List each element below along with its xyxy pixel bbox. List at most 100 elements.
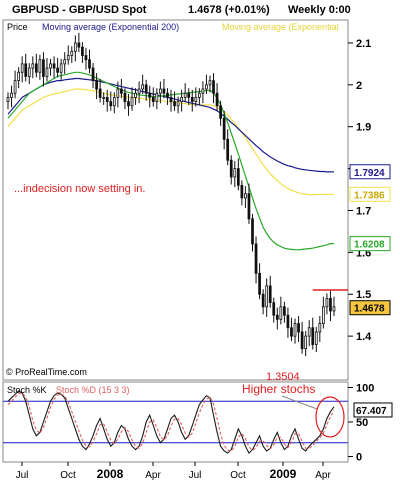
candle-body <box>38 59 42 73</box>
candle-body <box>6 96 10 102</box>
candle-body <box>59 63 63 73</box>
x-tick-label: Jul <box>16 470 29 481</box>
candle-body <box>49 63 52 69</box>
candle-body <box>229 159 233 178</box>
candle-body <box>183 92 187 98</box>
candle-body <box>88 59 91 69</box>
candle-body <box>123 92 127 102</box>
candle-body <box>314 331 318 345</box>
stoch-last-value-box <box>353 402 393 418</box>
candle-body <box>244 193 247 199</box>
candle-body <box>279 306 283 320</box>
ma-legend-2: Moving average (Exponential <box>222 22 339 32</box>
candle-body <box>322 306 325 324</box>
candle-body <box>66 55 70 61</box>
main-candles <box>6 32 336 357</box>
x-tick-label: Jul <box>189 470 202 481</box>
last-value-box <box>349 236 391 252</box>
candle-body <box>169 96 173 102</box>
x-tick-label: 2008 <box>97 467 124 481</box>
candle-body <box>84 55 88 61</box>
candle-body <box>91 67 95 82</box>
candle-body <box>332 306 336 312</box>
candle-body <box>215 92 219 107</box>
candle-body <box>17 71 20 82</box>
candle-body <box>233 168 237 178</box>
candle-body <box>190 96 194 102</box>
candle-body <box>155 92 159 102</box>
candle-body <box>141 84 145 90</box>
x-tick-label: Oct <box>230 470 246 481</box>
candle-body <box>42 59 45 77</box>
stoch-k-line <box>7 390 335 455</box>
x-tick-label: Apr <box>145 470 161 481</box>
ma200-legend: Moving average (Exponential 200) <box>42 22 179 32</box>
candle-body <box>212 80 215 94</box>
candle-body <box>293 323 297 337</box>
candle-body <box>151 96 155 102</box>
y-tick-label: 1.4 <box>356 331 372 343</box>
price-change: 1.4678 (+0.01%) <box>188 4 270 16</box>
price-label: Price <box>7 22 28 32</box>
candle-body <box>31 63 35 69</box>
y-tick-label: 1.9 <box>356 122 371 134</box>
candle-body <box>102 96 106 99</box>
candle-body <box>329 298 332 312</box>
candle-body <box>52 63 56 69</box>
last-value-label: 1.6208 <box>354 240 385 251</box>
indecision-annotation: ...indecision now setting in. <box>14 183 145 195</box>
candle-body <box>144 84 148 94</box>
last-values: 1.7924 1.7386 1.6208 1.4678 <box>349 164 391 316</box>
candle-body <box>187 92 191 98</box>
x-tick-label: 2009 <box>270 467 297 481</box>
candle-body <box>219 105 222 119</box>
candle-body <box>105 96 109 102</box>
stoch-d-legend: Stoch %D (15 3 3) <box>56 385 130 395</box>
y-tick-label: 1.7 <box>356 205 371 217</box>
candle-body <box>34 63 38 73</box>
candle-body <box>176 101 180 107</box>
stoch-d-line <box>7 392 335 452</box>
candle-body <box>290 327 293 337</box>
candle-body <box>265 285 269 308</box>
candle-body <box>208 80 212 86</box>
stoch-annotation-pointer <box>281 395 318 410</box>
candle-body <box>73 42 77 52</box>
stoch-lines <box>7 390 335 455</box>
candle-body <box>304 335 308 350</box>
candle-body <box>134 92 137 98</box>
stoch-panel-frame <box>2 381 349 463</box>
candle-body <box>300 331 304 350</box>
candle-body <box>112 96 116 107</box>
candle-body <box>159 88 162 94</box>
candle-body <box>173 101 176 107</box>
candle-body <box>311 327 315 345</box>
candle-body <box>81 46 84 56</box>
candle-body <box>201 88 205 94</box>
stoch-highlight-circle <box>315 396 345 438</box>
candle-body <box>13 80 17 94</box>
last-value-box <box>349 164 391 180</box>
candle-body <box>247 193 251 220</box>
x-tick-label: Apr <box>315 470 331 481</box>
candle-body <box>236 168 240 186</box>
last-value-box <box>349 186 391 202</box>
candle-body <box>116 88 120 98</box>
candle-body <box>197 92 201 98</box>
candle-body <box>24 63 28 77</box>
candle-body <box>77 42 81 48</box>
y-tick-label: 1.5 <box>356 289 371 301</box>
candle-body <box>226 138 230 161</box>
candle-body <box>261 293 265 308</box>
x-tick-label: Oct <box>60 470 76 481</box>
candle-body <box>283 306 286 316</box>
candle-body <box>166 92 169 98</box>
candle-body <box>254 243 258 274</box>
timeframe: Weekly 0:00 <box>288 4 351 16</box>
candle-body <box>98 88 102 98</box>
candle-body <box>130 96 134 107</box>
candle-body <box>205 84 208 90</box>
candle-body <box>27 67 31 77</box>
candle-body <box>56 67 59 73</box>
